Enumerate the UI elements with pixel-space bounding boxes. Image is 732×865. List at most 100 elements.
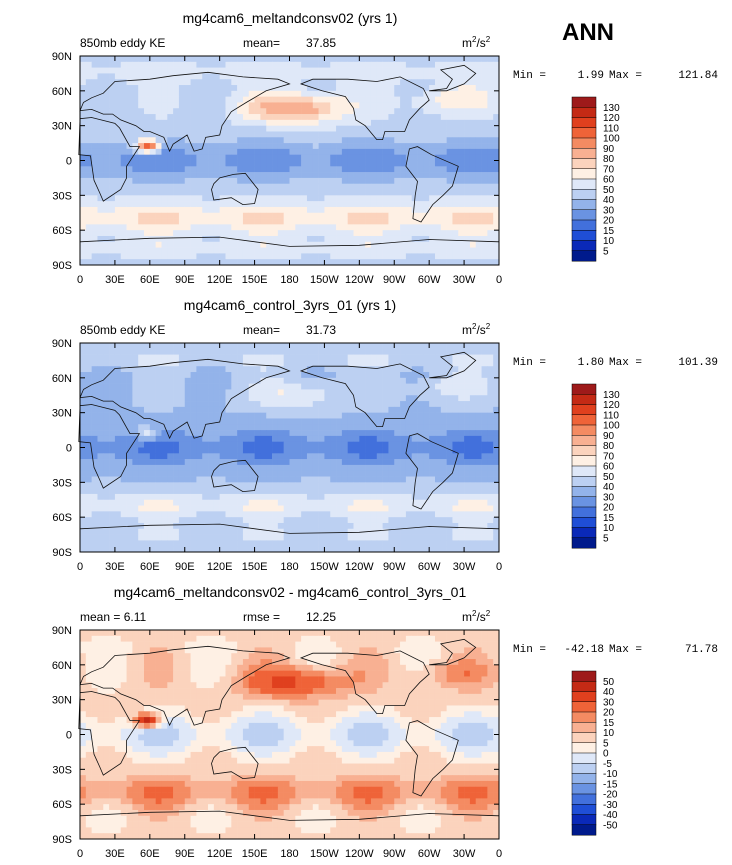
map-cell — [161, 195, 167, 201]
map-cell — [365, 253, 371, 259]
map-cell — [255, 102, 261, 108]
map-cell — [464, 459, 470, 465]
map-cell — [418, 126, 424, 132]
map-cell — [336, 248, 342, 254]
map-cell — [161, 511, 167, 517]
map-cell — [225, 178, 231, 184]
map-cell — [161, 108, 167, 114]
map-cell — [196, 178, 202, 184]
map-cell — [452, 236, 458, 242]
map-cell — [237, 126, 243, 132]
map-cell — [237, 366, 243, 372]
map-cell — [429, 97, 435, 103]
map-cell — [225, 424, 231, 430]
map-cell — [464, 248, 470, 254]
map-cell — [365, 389, 371, 395]
map-cell — [371, 213, 377, 219]
map-cell — [255, 85, 261, 91]
map-cell — [447, 62, 453, 68]
map-cell — [132, 253, 138, 259]
map-cell — [406, 248, 412, 254]
map-cell — [493, 236, 499, 242]
map-cell — [307, 349, 313, 355]
map-cell — [260, 97, 266, 103]
x-tick-label: 0 — [77, 274, 83, 286]
map-cell — [330, 523, 336, 529]
map-cell — [394, 395, 400, 401]
map-cell — [266, 453, 272, 459]
map-cell — [359, 259, 365, 265]
map-cell — [109, 236, 115, 242]
map-cell — [394, 511, 400, 517]
map-cell — [115, 523, 121, 529]
map-cell — [260, 219, 266, 225]
map-cell — [86, 253, 92, 259]
map-cell — [185, 242, 191, 248]
map-cell — [458, 91, 464, 97]
map-cell — [342, 219, 348, 225]
map-cell — [121, 253, 127, 259]
map-cell — [476, 500, 482, 506]
map-cell — [493, 436, 499, 442]
map-cell — [313, 213, 319, 219]
x-tick-label: 150W — [310, 274, 339, 286]
map-cell — [342, 500, 348, 506]
map-cell — [400, 149, 406, 155]
map-cell — [348, 407, 354, 413]
map-cell — [109, 465, 115, 471]
map-cell — [336, 500, 342, 506]
map-cell — [202, 85, 208, 91]
map-cell — [208, 465, 214, 471]
map-cell — [185, 195, 191, 201]
map-cell — [336, 401, 342, 407]
map-cell — [109, 459, 115, 465]
map-cell — [144, 395, 150, 401]
map-cell — [161, 465, 167, 471]
map-cell — [255, 523, 261, 529]
map-cell — [464, 436, 470, 442]
map-cell — [295, 219, 301, 225]
map-cell — [272, 482, 278, 488]
map-cell — [121, 424, 127, 430]
map-cell — [220, 488, 226, 494]
map-cell — [214, 79, 220, 85]
map-cell — [324, 459, 330, 465]
map-cell — [301, 259, 307, 265]
map-cell — [196, 506, 202, 512]
map-cell — [295, 190, 301, 196]
map-cell — [412, 349, 418, 355]
map-cell — [249, 68, 255, 74]
map-cell — [441, 56, 447, 62]
map-cell — [220, 494, 226, 500]
map-cell — [243, 407, 249, 413]
map-cell — [196, 360, 202, 366]
map-cell — [441, 349, 447, 355]
map-cell — [191, 506, 197, 512]
map-cell — [348, 172, 354, 178]
map-cell — [150, 137, 156, 143]
map-cell — [493, 372, 499, 378]
map-cell — [476, 459, 482, 465]
map-cell — [109, 488, 115, 494]
map-cell — [487, 360, 493, 366]
map-cell — [202, 184, 208, 190]
map-cell — [127, 131, 133, 137]
map-cell — [109, 56, 115, 62]
map-cell — [383, 213, 389, 219]
map-cell — [301, 459, 307, 465]
map-cell — [156, 114, 162, 120]
map-cell — [487, 149, 493, 155]
map-cell — [412, 102, 418, 108]
map-cell — [97, 494, 103, 500]
map-cell — [249, 131, 255, 137]
map-cell — [359, 62, 365, 68]
map-cell — [470, 418, 476, 424]
map-cell — [365, 494, 371, 500]
map-cell — [249, 430, 255, 436]
map-cell — [255, 68, 261, 74]
map-cell — [237, 506, 243, 512]
map-cell — [307, 62, 313, 68]
map-cell — [237, 219, 243, 225]
map-cell — [249, 459, 255, 465]
map-cell — [220, 477, 226, 483]
